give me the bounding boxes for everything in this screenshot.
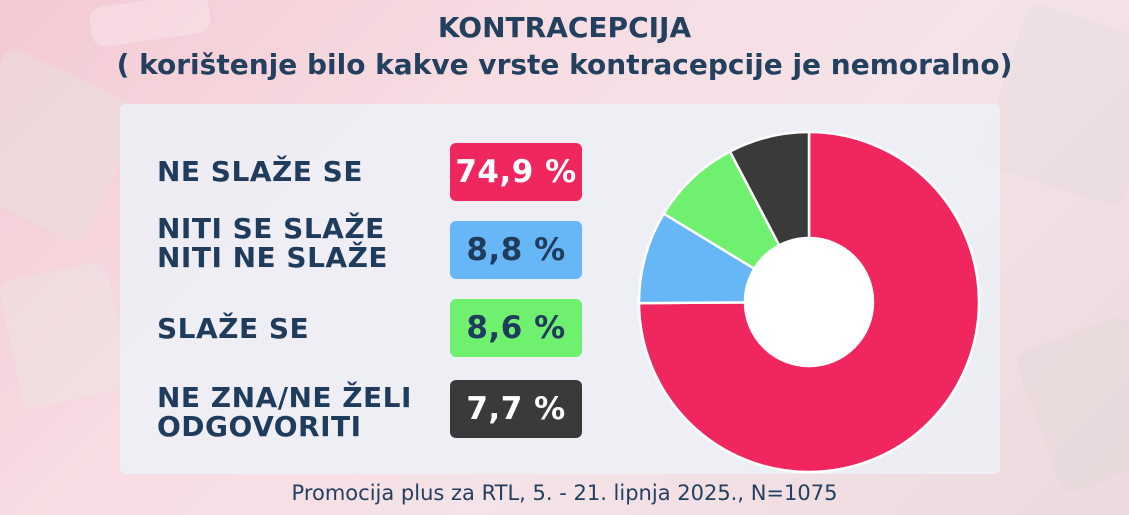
background-decoration [1012, 314, 1129, 496]
chart-subtitle: ( korištenje bilo kakve vrste kontracepc… [116, 48, 1013, 81]
value-badge-dont-know: 7,7 % [450, 380, 582, 438]
source-note: Promocija plus za RTL, 5. - 21. lipnja 2… [291, 481, 838, 505]
chart-title: KONTRACEPCIJA [437, 11, 692, 44]
legend-label-agree: SLAŽE SE [157, 312, 310, 345]
background-decoration [0, 259, 133, 411]
donut-chart [637, 130, 981, 474]
legend-label-disagree: NE SLAŽE SE [157, 155, 363, 188]
value-badge-neutral: 8,8 % [450, 221, 582, 279]
donut-hole [745, 238, 873, 366]
value-badge-agree: 8,6 % [450, 299, 582, 357]
value-badge-disagree: 74,9 % [450, 143, 582, 201]
legend-label-neutral: NITI SE SLAŽE NITI NE SLAŽE [157, 212, 389, 274]
legend-label-dont-know: NE ZNA/NE ŽELI ODGOVORITI [157, 381, 412, 443]
